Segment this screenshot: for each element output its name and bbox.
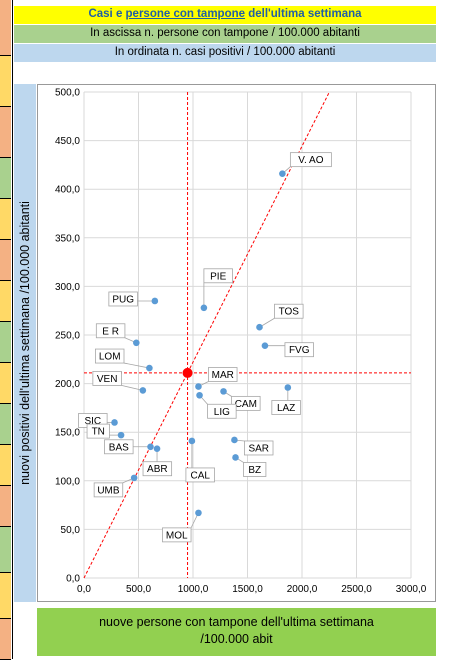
data-point [261,342,269,349]
point-label: LIG [214,407,230,418]
point-label-box [142,461,173,477]
data-point [231,436,238,444]
y-tick-label: 200,0 [55,379,80,390]
scatter-chart: 0,0 50,0 100,0 150,0 200,0 250,0 300,0 350,0 400… [55,88,427,596]
y-tick-label: 350,0 [55,233,80,244]
x-tick-label: 0,0 [77,584,91,595]
point-label: CAL [190,470,210,481]
point-label: FVG [289,345,310,356]
data-point [188,437,196,445]
data-point [195,383,202,390]
data-point [111,419,118,426]
y-tick-label: 100,0 [55,476,80,487]
header-title: Casi e persone con tampone dell'ultima s… [14,6,436,24]
y-tick-label: 500,0 [55,88,80,99]
y-axis-label: nuovi positivi dell'ultima settimana /10… [18,201,32,485]
point-label: ABR [147,464,168,475]
y-tick-label: 50,0 [61,525,81,536]
point-label: VEN [97,374,118,385]
reference-point [182,367,193,378]
x-tick-label: 2000,0 [287,584,318,595]
y-axis-label-background [14,84,36,602]
point-label: UMB [97,485,120,496]
point-label-box [86,423,110,439]
data-point [220,388,227,395]
data-point [151,297,159,305]
header-x-description: In ascissa n. persone con tampone / 100.… [14,25,436,43]
point-label: LOM [99,352,121,363]
point-label: PUG [112,294,134,305]
left-strip [0,0,13,660]
point-label-box [207,403,237,419]
point-label: E R [102,326,119,337]
point-label: V. AO [298,155,323,166]
data-point [146,364,153,372]
point-label-box [271,400,301,415]
data-point [284,384,292,391]
data-point [153,445,161,453]
x-axis-label-line2: /100.000 abit [200,632,273,646]
point-label: MAR [212,370,234,381]
point-label: MOL [166,530,188,541]
point-label-box [231,395,261,411]
x-tick-label: 1500,0 [232,584,263,595]
point-label: SAR [248,443,269,454]
reference-diagonal-line [83,91,330,579]
point-label: TN [92,427,105,438]
point-label-leader [121,385,143,391]
x-tick-label: 2500,0 [341,584,372,595]
data-point [196,391,203,399]
data-point [130,474,138,482]
point-label: CAM [235,399,257,410]
header-y-description: In ordinata n. casi positivi / 100.000 a… [14,44,436,62]
point-label-box [208,367,238,382]
point-label-box [243,462,267,477]
point-label: LAZ [277,403,295,414]
point-label: PIE [210,271,226,282]
data-point [147,443,154,451]
point-label-box [162,527,192,543]
point-label: SIC [84,416,101,427]
point-label-leader [123,362,150,369]
point-label-box [185,467,215,483]
point-label-box [289,152,332,168]
y-tick-label: 300,0 [55,282,80,293]
data-point [200,304,208,312]
point-label: BZ [248,465,261,476]
x-tick-label: 1000,0 [178,584,209,595]
data-point [139,387,147,394]
y-tick-label: 250,0 [55,331,80,342]
data-point [133,339,140,347]
x-axis-label-line1: nuove persone con tampone dell'ultima se… [99,615,374,629]
y-tick-label: 0,0 [66,574,80,585]
point-label-box [92,371,122,386]
data-point [279,170,286,177]
point-label: BAS [109,442,129,453]
x-tick-label: 500,0 [126,584,151,595]
y-tick-label: 450,0 [55,136,80,147]
data-point [117,431,125,439]
point-label-box [95,348,125,364]
point-label-box [274,303,304,319]
data-point [232,454,239,461]
point-label-box [95,323,126,339]
point-label-box [108,291,138,307]
point-label-box [93,482,124,498]
point-label-box [104,439,134,455]
y-tick-label: 400,0 [55,185,80,196]
x-tick-label: 3000,0 [396,584,427,595]
x-axis-label: nuove persone con tampone dell'ultima se… [37,608,436,656]
point-label: TOS [279,307,300,318]
chart-area: 0,0 50,0 100,0 150,0 200,0 250,0 300,0 350,0 400… [37,84,436,602]
data-point [256,323,263,331]
point-label-box [203,268,233,284]
data-point [195,509,202,517]
y-tick-label: 150,0 [55,428,80,439]
point-label-box [244,440,274,456]
point-label-box [284,342,314,358]
